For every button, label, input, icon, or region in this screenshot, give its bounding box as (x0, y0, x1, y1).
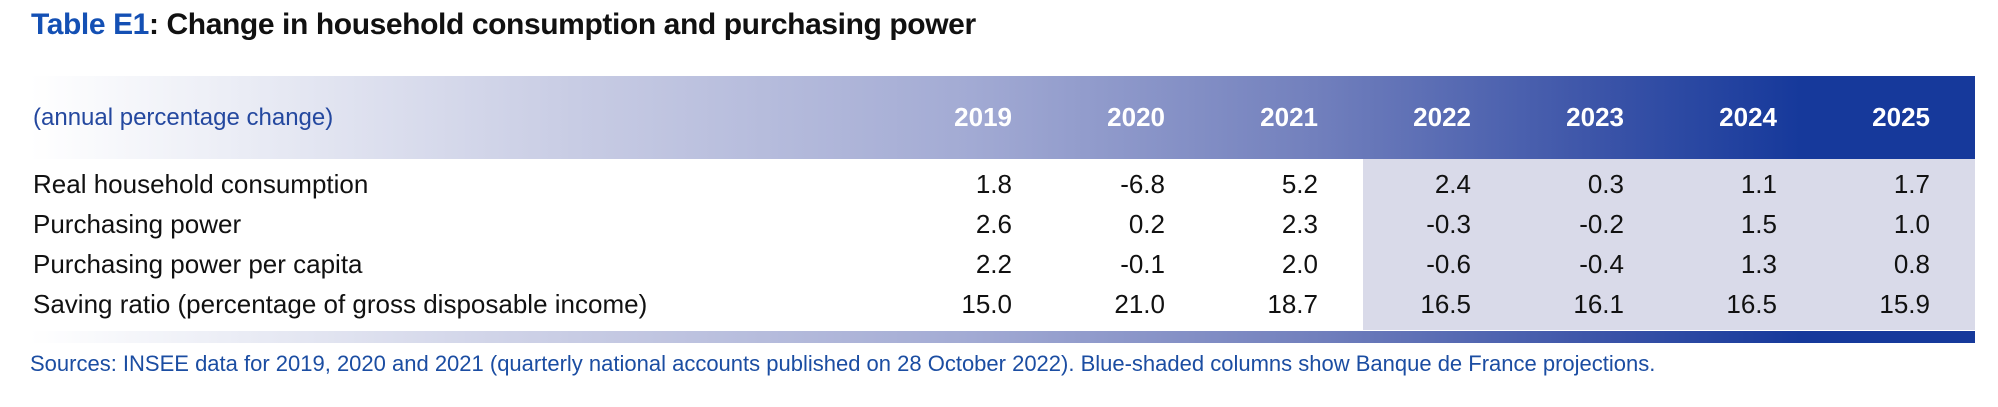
year-column-header-2024: 2024 (1719, 102, 1777, 132)
cell-value: 2.4 (1434, 168, 1471, 199)
cell-value: 15.0 (961, 288, 1012, 319)
row-label: Purchasing power per capita (33, 248, 363, 279)
year-column-header-2019: 2019 (954, 102, 1012, 132)
year-column-header-2025: 2025 (1872, 102, 1930, 132)
table-body: Real household consumption 1.8 -6.8 5.2 … (30, 159, 1975, 330)
row-label: Real household consumption (33, 168, 369, 199)
cell-value: 2.3 (1281, 208, 1318, 239)
cell-value: 15.9 (1879, 288, 1930, 319)
table-row: Purchasing power per capita 2.2 -0.1 2.0… (30, 244, 1975, 284)
title-text: Change in household consumption and purc… (166, 8, 977, 41)
cell-value: 1.5 (1740, 208, 1777, 239)
table-row: Real household consumption 1.8 -6.8 5.2 … (30, 164, 1975, 204)
table-number-label: Table E1 (31, 8, 149, 41)
table-header-band: (annual percentage change) 2019 2020 202… (30, 76, 1975, 159)
year-column-header-2020: 2020 (1107, 102, 1165, 132)
cell-value: 1.3 (1740, 248, 1777, 279)
cell-value: 0.8 (1893, 248, 1930, 279)
table-row: Purchasing power 2.6 0.2 2.3 -0.3 -0.2 1… (30, 204, 1975, 244)
sources-note: Sources: INSEE data for 2019, 2020 and 2… (30, 351, 1656, 376)
cell-value: -0.3 (1426, 208, 1471, 239)
row-label: Purchasing power (33, 208, 242, 239)
title-separator: : (148, 8, 167, 41)
year-column-header-2021: 2021 (1260, 102, 1318, 132)
table-rows: Real household consumption 1.8 -6.8 5.2 … (30, 164, 1975, 324)
cell-value: -0.6 (1426, 248, 1471, 279)
cell-value: 1.8 (975, 168, 1012, 199)
unit-label: (annual percentage change) (33, 103, 334, 131)
cell-value: 1.7 (1893, 168, 1930, 199)
cell-value: 18.7 (1267, 288, 1318, 319)
cell-value: 1.0 (1893, 208, 1930, 239)
cell-value: 5.2 (1281, 168, 1318, 199)
cell-value: 2.2 (975, 248, 1012, 279)
cell-value: 16.1 (1573, 288, 1624, 319)
page-title: Table E1: Change in household consumptio… (31, 8, 976, 42)
row-label: Saving ratio (percentage of gross dispos… (33, 288, 648, 319)
cell-value: 2.6 (975, 208, 1012, 239)
cell-value: 16.5 (1726, 288, 1777, 319)
table-bottom-bar (30, 331, 1975, 343)
cell-value: -0.4 (1579, 248, 1624, 279)
projection-shaded-region (1363, 159, 1975, 330)
cell-value: 1.1 (1740, 168, 1777, 199)
cell-value: -0.1 (1120, 248, 1165, 279)
cell-value: -0.2 (1579, 208, 1624, 239)
cell-value: 21.0 (1114, 288, 1165, 319)
year-column-header-2022: 2022 (1413, 102, 1471, 132)
cell-value: 16.5 (1420, 288, 1471, 319)
table-row: Saving ratio (percentage of gross dispos… (30, 284, 1975, 324)
cell-value: 0.3 (1587, 168, 1624, 199)
cell-value: -6.8 (1120, 168, 1165, 199)
year-column-header-2023: 2023 (1566, 102, 1624, 132)
cell-value: 2.0 (1281, 248, 1318, 279)
cell-value: 0.2 (1128, 208, 1165, 239)
